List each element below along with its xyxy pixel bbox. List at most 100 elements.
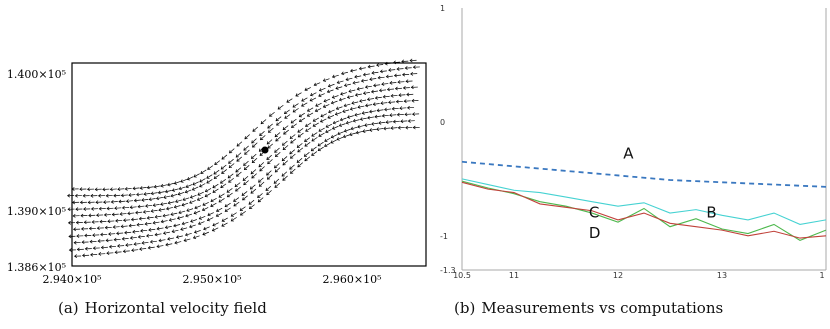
velocity-arrow-head [121,205,126,210]
y-tick-a-3: 1.386×10⁵ [7,261,66,274]
velocity-arrow-head [186,208,190,212]
velocity-arrow-head [402,72,406,77]
velocity-arrow-head [252,144,256,148]
velocity-arrow [166,207,173,210]
velocity-arrow-head [108,232,112,236]
velocity-arrow-head [160,202,164,206]
velocity-arrow-head [324,143,328,148]
velocity-arrow [141,242,149,244]
velocity-arrow-head [224,208,228,212]
velocity-arrow-head [83,220,87,225]
velocity-arrow-head [84,246,88,251]
velocity-arrow [228,177,234,183]
velocity-arrow [332,95,339,99]
velocity-arrow [216,212,223,217]
velocity-arrow-head [301,103,305,107]
velocity-arrow [296,158,303,163]
velocity-arrow [276,120,282,126]
velocity-arrow-head [147,245,151,250]
velocity-arrow-head [406,92,410,97]
velocity-arrow-head [136,222,140,227]
velocity-arrow-head [96,226,100,230]
velocity-arrow-head [212,189,216,193]
velocity-arrow [182,221,189,225]
velocity-arrow [361,79,368,82]
velocity-arrow-head [370,89,375,94]
velocity-arrow [301,97,308,102]
velocity-arrow-head [259,152,263,156]
velocity-arrow-head [291,124,295,128]
velocity-arrow-head [125,243,129,247]
velocity-arrow-head [274,165,278,169]
velocity-arrow-head [392,119,396,124]
velocity-arrow [192,181,199,186]
velocity-arrow-head [204,193,208,198]
velocity-arrow-head [170,193,174,198]
velocity-arrow [206,179,213,184]
velocity-arrow-head [354,93,359,97]
velocity-arrow [318,127,325,132]
velocity-arrow-head [72,200,76,205]
velocity-arrow-head [178,186,182,191]
velocity-arrow [156,197,163,200]
velocity-arrow-head [306,108,311,112]
velocity-arrow [291,123,297,128]
velocity-arrow [154,233,162,236]
velocity-arrow [275,116,282,121]
velocity-arrow [229,148,235,154]
velocity-arrow-head [211,228,216,232]
velocity-arrow-head [345,120,349,125]
velocity-arrow [226,188,233,193]
velocity-arrow-head [298,114,303,118]
velocity-arrow-head [395,99,399,104]
velocity-arrow [380,70,387,72]
velocity-arrow [265,185,272,191]
velocity-arrow [311,151,318,156]
velocity-arrow-head [311,152,315,156]
velocity-arrow [220,179,226,184]
velocity-arrow [268,127,274,133]
velocity-arrow-head [318,128,322,132]
velocity-arrow-head [338,97,343,102]
velocity-arrow-head [331,74,336,79]
velocity-arrow [292,103,299,108]
velocity-arrow-head [95,200,99,205]
velocity-arrow [350,69,357,72]
velocity-arrow-head [243,182,247,186]
velocity-arrow-head [143,192,147,196]
velocity-arrow-head [106,206,110,211]
velocity-arrow-head [131,248,135,253]
velocity-arrow-head [371,121,375,126]
velocity-arrow-head [274,169,278,173]
velocity-arrow-head [354,74,358,79]
velocity-arrow [305,122,312,127]
velocity-arrow [304,137,311,142]
velocity-arrow-head [133,198,137,203]
velocity-arrow [282,160,289,166]
velocity-arrow-head [163,195,167,199]
velocity-arrow [163,231,170,234]
velocity-arrow [148,246,155,249]
velocity-arrow-head [186,177,191,181]
velocity-arrow-head [373,83,377,88]
velocity-arrow-head [366,97,371,102]
velocity-arrow [392,107,399,110]
velocity-arrow [185,233,192,236]
velocity-arrow-head [258,164,262,168]
velocity-arrow-head [359,99,363,103]
velocity-arrow-head [117,244,121,248]
velocity-arrow-head [235,154,239,158]
velocity-arrow-head [206,180,210,184]
velocity-arrow-head [358,66,362,71]
velocity-arrow [210,202,217,207]
velocity-arrow [299,112,305,118]
velocity-arrow [257,193,263,198]
velocity-arrow [234,182,241,187]
velocity-arrow-head [71,187,75,191]
velocity-arrow-head [112,225,116,229]
velocity-arrow-head [156,244,160,249]
velocity-arrow [147,186,154,189]
velocity-arrow-head [191,187,196,191]
velocity-arrow [179,186,186,190]
velocity-arrow-head [274,184,278,188]
